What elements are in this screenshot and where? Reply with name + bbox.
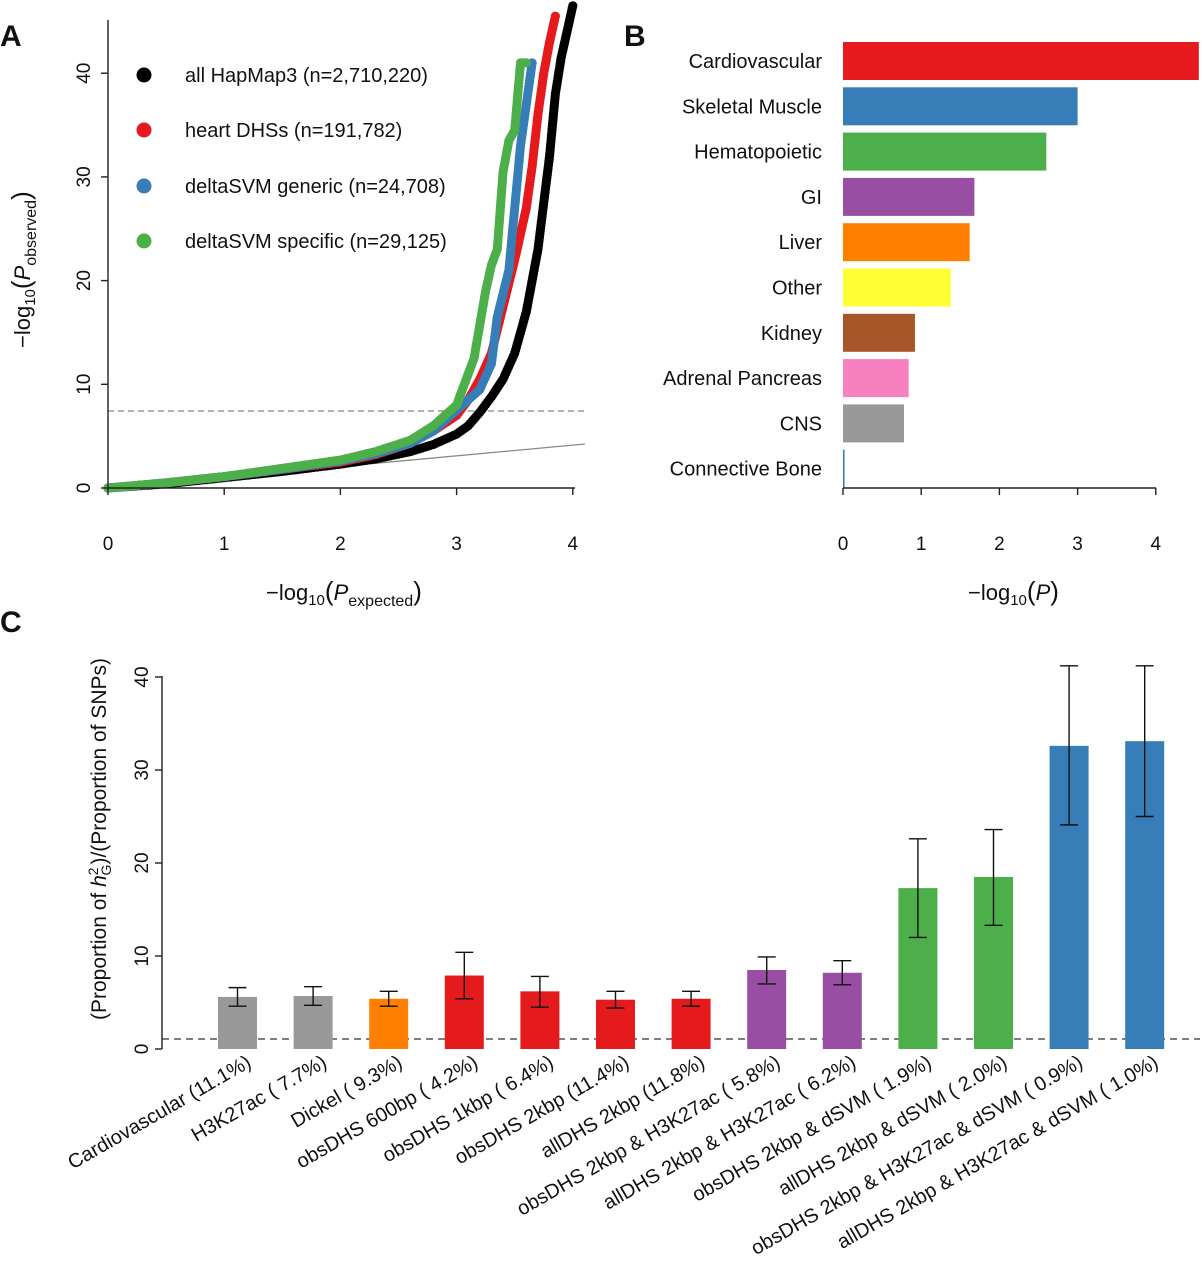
tissue-bar [843, 132, 1047, 171]
enrichment-y-tick-label: 20 [132, 852, 153, 873]
tissue-label: Hematopoietic [694, 142, 822, 164]
tissue-label: Connective Bone [670, 459, 822, 481]
qq-x-axis-title: −log10(Pexpected) [266, 576, 422, 610]
tissue-x-tick-label: 0 [838, 534, 849, 555]
qq-x-tick-label: 3 [451, 534, 462, 555]
panel-a-label: A [0, 20, 22, 53]
tissue-x-tick-label: 2 [994, 534, 1005, 555]
qq-y-tick-label: 40 [74, 63, 95, 84]
enrichment-y-tick-label: 40 [132, 666, 153, 687]
qq-y-tick-label: 10 [74, 374, 95, 395]
qq-point-s1 [550, 11, 560, 21]
legend-marker [136, 67, 152, 83]
qq-y-tick-label: 20 [74, 270, 95, 291]
qq-point-s0 [568, 1, 578, 11]
qq-x-tick-label: 0 [103, 534, 114, 555]
tissue-bar [843, 42, 1199, 80]
enrichment-y-tick-label: 10 [132, 945, 153, 966]
panel-b-label: B [624, 20, 646, 53]
tissue-bar [843, 177, 975, 216]
tissue-x-tick-label: 4 [1151, 534, 1162, 555]
tissue-label: CNS [780, 413, 822, 435]
enrichment-y-axis-title: (Proportion of h2G)/(Proportion of SNPs) [85, 658, 114, 1020]
tissue-label: GI [801, 187, 822, 209]
tissue-bar [843, 313, 915, 352]
enrichment-bar [671, 998, 711, 1049]
tissue-bar [843, 268, 951, 307]
enrichment-y-tick-label: 30 [132, 759, 153, 780]
tissue-x-axis-title: −log10(P) [968, 576, 1059, 609]
qq-y-ticks: 0 10 20 30 40 [74, 63, 108, 494]
qq-y-tick-label: 30 [74, 166, 95, 187]
tissue-bar [843, 87, 1078, 126]
qq-points [103, 1, 578, 493]
enrichment-y-ticks: 0 10 20 30 40 [132, 666, 162, 1054]
legend-marker [136, 233, 152, 249]
tissue-label: Cardiovascular [689, 51, 823, 73]
tissue-label: Other [772, 278, 822, 300]
tissue-enrichment-bar-chart: Cardiovascular Skeletal Muscle Hematopoiet… [663, 42, 1199, 609]
tissue-label: Kidney [761, 323, 822, 345]
enrichment-error-bars [228, 665, 1154, 1009]
legend-marker [136, 122, 152, 138]
enrichment-bar [369, 998, 409, 1049]
tissue-bar [843, 404, 904, 443]
qq-point-s3 [521, 58, 531, 68]
tissue-labels: Cardiovascular Skeletal Muscle Hematopoiet… [663, 51, 822, 481]
qq-x-ticks: 0 1 2 3 4 [103, 488, 579, 555]
tissue-label: Skeletal Muscle [682, 96, 822, 118]
qq-y-tick-label: 0 [74, 483, 95, 494]
qq-y-axis-title: −log10(Pobserved) [6, 191, 40, 348]
heritability-enrichment-bar-chart: 0 10 20 30 40 Cardiovascular (11.1%)H3K27ac … [64, 658, 1200, 1260]
tissue-bar [843, 359, 909, 398]
tissue-x-ticks: 0 1 2 3 4 [838, 488, 1162, 555]
qq-x-tick-label: 2 [335, 534, 346, 555]
legend-marker [136, 178, 152, 194]
panel-c-label: C [0, 606, 22, 639]
tissue-bar [843, 449, 845, 488]
tissue-x-tick-label: 3 [1072, 534, 1083, 555]
tissue-bar [843, 223, 970, 262]
enrichment-category-label: H3K27ac ( 7.7%) [188, 1051, 331, 1146]
tissue-label: Liver [779, 232, 823, 254]
legend-label: all HapMap3 (n=2,710,220) [185, 65, 428, 87]
legend-label: deltaSVM specific (n=29,125) [185, 231, 447, 253]
enrichment-category-labels: Cardiovascular (11.1%)H3K27ac ( 7.7%)Dic… [64, 1051, 1162, 1260]
legend-label: heart DHSs (n=191,782) [185, 120, 402, 142]
tissue-bars [843, 42, 1199, 488]
qq-x-tick-label: 4 [568, 534, 579, 555]
tissue-x-tick-label: 1 [916, 534, 927, 555]
qq-x-tick-label: 1 [219, 534, 230, 555]
enrichment-y-tick-label: 0 [132, 1044, 153, 1055]
qq-plot: 0 10 20 30 40 0 1 2 3 4 all HapMap3 (n=2,710,220… [6, 1, 586, 610]
legend-label: deltaSVM generic (n=24,708) [185, 176, 446, 198]
tissue-label: Adrenal Pancreas [663, 368, 822, 390]
qq-legend: all HapMap3 (n=2,710,220) heart DHSs (n=1… [136, 65, 447, 253]
